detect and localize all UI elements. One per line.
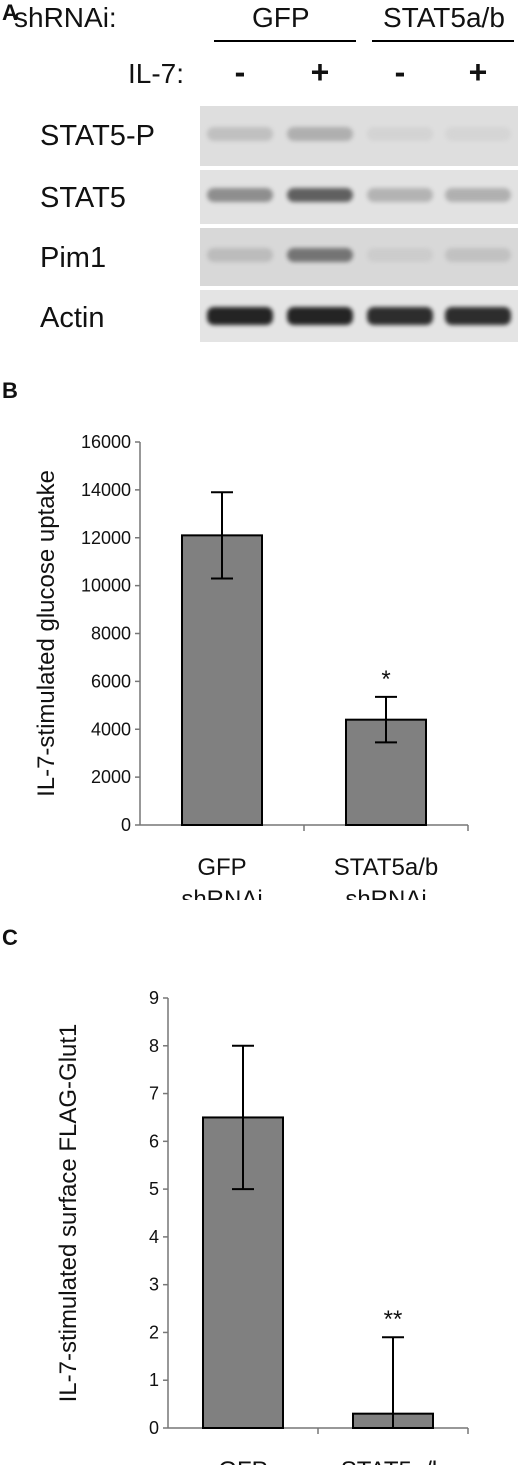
y-tick-label: 16000 <box>81 432 131 452</box>
blot-band <box>287 188 353 202</box>
x-tick-label: STAT5a/b <box>334 854 438 881</box>
blot-band <box>367 188 433 202</box>
blot-row-label-stat5p: STAT5-P <box>40 120 155 152</box>
group-label-stat5ab: STAT5a/b <box>383 2 505 33</box>
blot-band <box>207 127 273 141</box>
il7-sign-stat5-minus: - <box>394 54 406 90</box>
y-tick-label: 6000 <box>91 671 131 691</box>
y-tick-label: 14000 <box>81 480 131 500</box>
blot-strip-actin <box>200 290 518 342</box>
y-axis-title: IL-7-stimulated glucose uptake <box>33 470 60 797</box>
blot-band <box>207 307 273 325</box>
y-tick-label: 1 <box>149 1370 159 1390</box>
chart-b: 0 2000 4000 6000 8000 10000 12000 14000 16000 GFP… <box>33 432 469 900</box>
y-tick-label: 2 <box>149 1322 159 1342</box>
panel-c-letter: C <box>2 925 18 950</box>
y-tick-label: 8 <box>149 1036 159 1056</box>
blot-row-label-stat5: STAT5 <box>40 182 126 214</box>
group-label-gfp: GFP <box>252 2 310 33</box>
blot-band <box>367 307 433 325</box>
blot-band <box>445 188 511 202</box>
y-tick-label: 4000 <box>91 719 131 739</box>
significance-annotation: ** <box>384 1306 403 1333</box>
gfp-group-underline <box>214 40 356 42</box>
il7-sign-gfp-minus: - <box>234 54 246 90</box>
il7-sign-stat5-plus: + <box>468 54 488 90</box>
significance-annotation: * <box>381 666 390 693</box>
blot-band <box>367 127 433 141</box>
y-tick-label: 3 <box>149 1275 159 1295</box>
y-tick-label: 9 <box>149 988 159 1008</box>
y-tick-label: 12000 <box>81 528 131 548</box>
y-tick-label: 0 <box>121 815 131 835</box>
il7-label: IL-7: <box>128 58 185 89</box>
blot-band <box>287 127 353 141</box>
y-tick-label: 2000 <box>91 767 131 787</box>
x-tick-label: shRNAi <box>345 886 426 900</box>
blot-band <box>287 248 353 262</box>
x-tick-label: shRNAi <box>181 886 262 900</box>
x-tick-label: GFP <box>197 854 246 881</box>
y-tick-label: 4 <box>149 1227 159 1247</box>
y-tick-label: 0 <box>149 1418 159 1438</box>
blot-band <box>445 248 511 262</box>
y-tick-label: 6 <box>149 1131 159 1151</box>
blot-band <box>207 248 273 262</box>
x-tick-label: STAT5a/b <box>341 1457 445 1465</box>
blot-band <box>207 188 273 202</box>
panel-b-letter: B <box>2 378 18 403</box>
y-tick-label: 7 <box>149 1084 159 1104</box>
blot-strip-pim1 <box>200 228 518 286</box>
chart-c: 0123456789GFPshRNAi**STAT5a/bshRNAiIL-7-… <box>55 988 469 1465</box>
panel-a-letter: A <box>2 0 18 25</box>
stat5ab-group-underline <box>372 40 514 42</box>
blot-band <box>445 127 511 141</box>
shrnai-label: shRNAi: <box>14 2 117 33</box>
blot-band <box>287 307 353 325</box>
blot-strip-stat5p <box>200 106 518 166</box>
y-tick-label: 8000 <box>91 624 131 644</box>
blot-strip-stat5 <box>200 170 518 224</box>
y-axis-title: IL-7-stimulated surface FLAG-Glut1 <box>55 1024 82 1403</box>
y-tick-label: 10000 <box>81 576 131 596</box>
il7-sign-gfp-plus: + <box>310 54 330 90</box>
blot-band <box>445 307 511 325</box>
y-tick-label: 5 <box>149 1179 159 1199</box>
x-tick-label: GFP <box>218 1457 267 1465</box>
blot-row-label-pim1: Pim1 <box>40 242 107 274</box>
blot-band <box>367 248 433 262</box>
blot-row-label-actin: Actin <box>40 302 105 334</box>
